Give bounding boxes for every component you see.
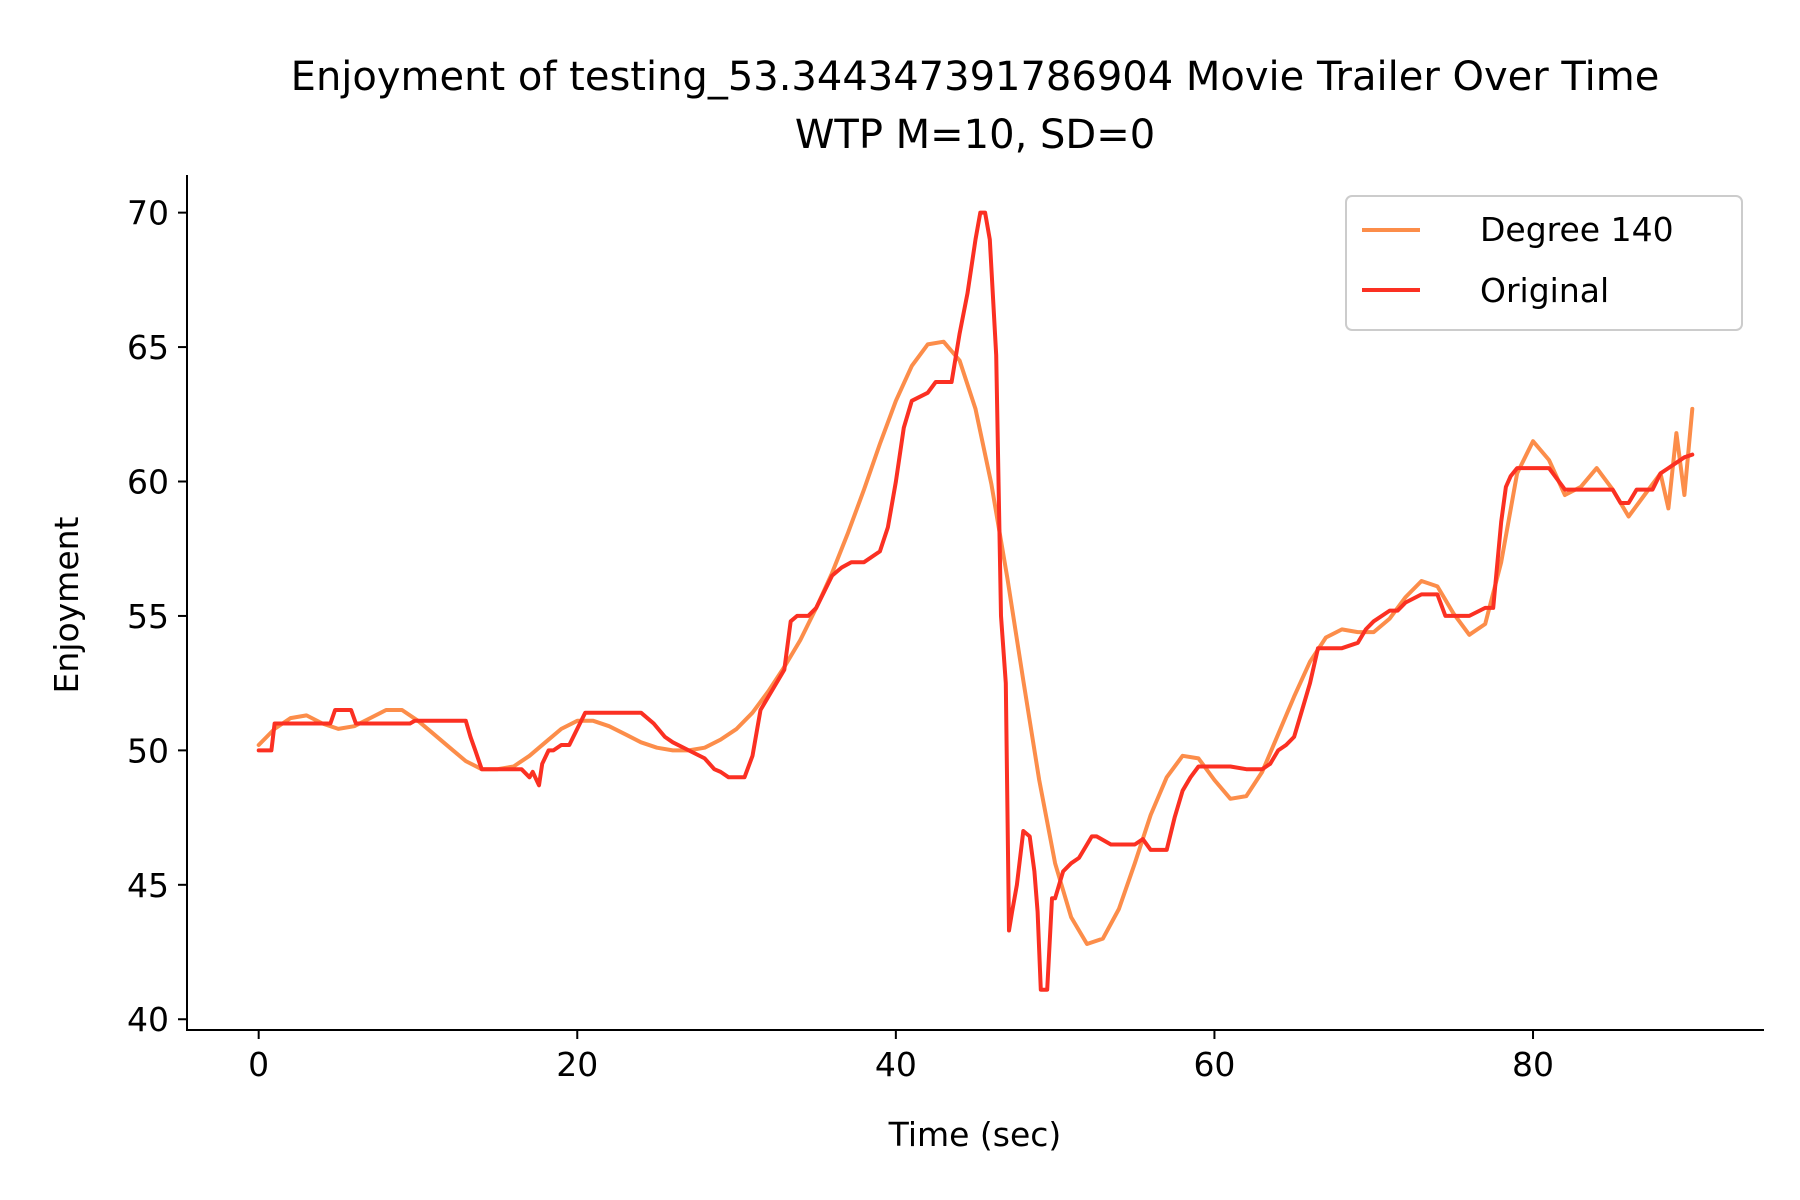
plot-lines xyxy=(256,210,1695,992)
x-axis-label: Time (sec) xyxy=(888,1115,1062,1154)
y-tick-label: 40 xyxy=(127,1000,169,1039)
y-tick-label: 60 xyxy=(127,463,169,502)
x-tick-label: 40 xyxy=(875,1045,917,1084)
y-tick-label: 50 xyxy=(127,731,169,770)
legend-label-original: Original xyxy=(1480,271,1609,310)
legend-frame xyxy=(1345,195,1743,331)
x-axis-ticks: 0 20 40 60 80 xyxy=(248,1030,1554,1084)
x-tick-label: 20 xyxy=(556,1045,598,1084)
legend: Degree 140 Original xyxy=(1345,195,1743,331)
x-tick-label: 80 xyxy=(1512,1045,1554,1084)
chart-title: Enjoyment of testing_53.344347391786904 … xyxy=(291,54,1660,100)
series-line-original xyxy=(256,210,1695,992)
y-tick-label: 55 xyxy=(127,597,169,636)
y-tick-label: 70 xyxy=(127,194,169,233)
chart-subtitle: WTP M=10, SD=0 xyxy=(795,112,1155,158)
y-axis-ticks: 40 45 50 55 60 65 70 xyxy=(127,194,187,1039)
y-tick-label: 65 xyxy=(127,328,169,367)
legend-label-degree-140: Degree 140 xyxy=(1480,210,1674,249)
x-tick-label: 60 xyxy=(1193,1045,1235,1084)
y-axis-label: Enjoyment xyxy=(47,516,86,693)
x-tick-label: 0 xyxy=(248,1045,269,1084)
y-tick-label: 45 xyxy=(127,866,169,905)
